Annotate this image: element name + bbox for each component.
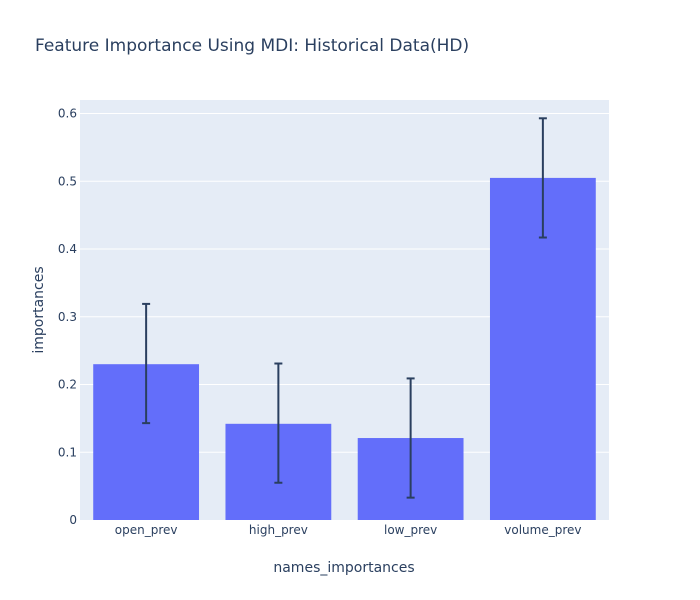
chart-title: Feature Importance Using MDI: Historical… <box>35 36 469 56</box>
x-tick-label: volume_prev <box>504 523 581 537</box>
error-bars <box>142 117 547 499</box>
x-axis-title: names_importances <box>273 560 414 576</box>
y-tick-label: 0.5 <box>58 174 77 188</box>
x-tick-label: open_prev <box>115 523 178 537</box>
error-bar <box>274 362 283 484</box>
y-tick-label: 0.1 <box>58 445 77 459</box>
error-bar <box>406 377 415 499</box>
x-axis-ticks: open_prev high_prev low_prev volume_prev <box>115 523 582 537</box>
error-bar <box>142 302 151 425</box>
y-tick-label: 0 <box>69 513 77 527</box>
y-tick-label: 0.6 <box>58 107 77 121</box>
y-axis-ticks: 0 0.1 0.2 0.3 0.4 0.5 0.6 <box>58 107 77 527</box>
x-tick-label: high_prev <box>249 523 308 537</box>
error-bar <box>538 117 547 239</box>
y-tick-label: 0.2 <box>58 378 77 392</box>
y-tick-label: 0.4 <box>58 242 77 256</box>
y-tick-label: 0.3 <box>58 310 77 324</box>
y-axis-title: importances <box>31 266 47 353</box>
x-tick-label: low_prev <box>384 523 437 537</box>
